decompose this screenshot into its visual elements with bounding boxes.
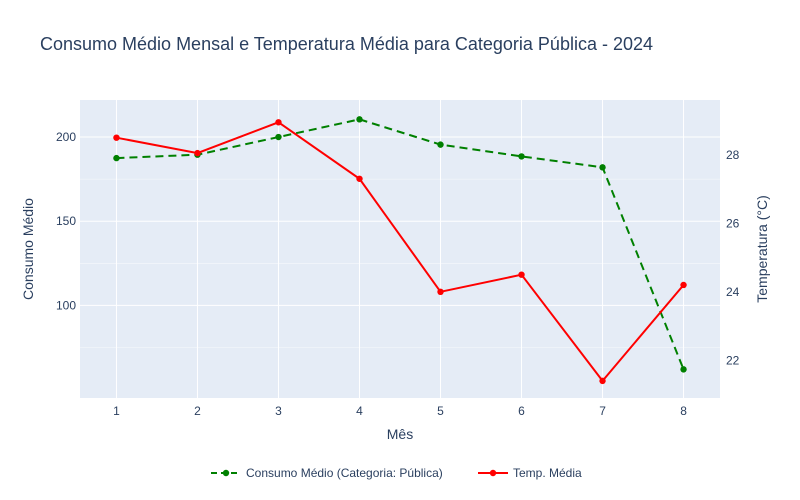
x-axis-title: Mês xyxy=(387,426,413,442)
x-tick-label: 4 xyxy=(356,404,363,418)
data-point xyxy=(680,366,687,373)
x-tick-label: 1 xyxy=(113,404,120,418)
x-tick-label: 2 xyxy=(194,404,201,418)
data-point xyxy=(113,154,120,162)
y-right-tick-label: 24 xyxy=(726,285,740,299)
data-point xyxy=(437,141,444,148)
y-axis-left-ticks: 100 150 200 xyxy=(56,130,76,312)
y-right-tick-label: 26 xyxy=(726,216,740,230)
data-point xyxy=(680,281,687,289)
y-axis-left-title: Consumo Médio xyxy=(20,198,36,300)
legend-marker xyxy=(222,469,230,477)
grid-lines xyxy=(80,100,720,398)
data-point xyxy=(356,175,363,182)
data-point xyxy=(518,271,525,278)
legend-label: Consumo Médio (Categoria: Pública) xyxy=(246,466,443,480)
series-line xyxy=(116,118,685,370)
chart-title: Consumo Médio Mensal e Temperatura Média… xyxy=(40,34,653,54)
x-tick-label: 8 xyxy=(680,404,687,418)
y-left-tick-label: 100 xyxy=(56,298,76,312)
data-point xyxy=(275,119,282,126)
data-point xyxy=(518,153,525,160)
legend[interactable]: Consumo Médio (Categoria: Pública) Temp. … xyxy=(211,466,582,480)
series-group xyxy=(113,116,687,385)
y-right-tick-label: 22 xyxy=(726,353,740,367)
data-point xyxy=(275,133,282,141)
y-axis-right-ticks: 22 24 26 28 xyxy=(726,148,740,368)
x-axis-ticks: 1 2 3 4 5 6 7 8 xyxy=(113,404,687,418)
y-right-tick-label: 28 xyxy=(726,148,740,162)
x-tick-label: 6 xyxy=(518,404,525,418)
data-point xyxy=(599,377,606,385)
data-point xyxy=(599,164,606,171)
plot-area xyxy=(80,100,720,398)
data-point xyxy=(113,134,120,141)
data-point xyxy=(194,149,201,157)
series-line xyxy=(116,121,685,383)
legend-label: Temp. Média xyxy=(513,466,582,480)
data-point xyxy=(356,116,363,123)
x-tick-label: 5 xyxy=(437,404,444,418)
legend-marker xyxy=(489,469,497,477)
y-left-tick-label: 150 xyxy=(56,214,76,228)
x-tick-label: 3 xyxy=(275,404,282,418)
y-axis-right-title: Temperatura (°C) xyxy=(754,195,770,303)
data-point xyxy=(437,288,444,296)
x-tick-label: 7 xyxy=(599,404,606,418)
y-left-tick-label: 200 xyxy=(56,130,76,144)
